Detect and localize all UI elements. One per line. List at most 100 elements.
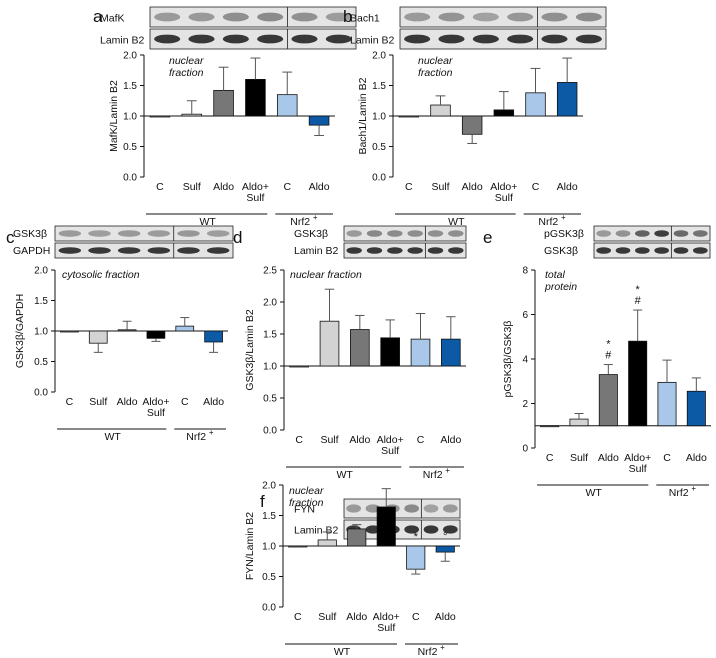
blot-band [692, 247, 708, 254]
blot-band [222, 12, 249, 22]
bar-1 [88, 330, 108, 344]
blot-band [472, 34, 499, 44]
y-tick-label: 2.0 [262, 481, 276, 492]
group-label-wt: WT [337, 469, 354, 481]
blot-band [404, 525, 420, 534]
blot-band [366, 230, 383, 237]
blot-strip [149, 28, 357, 50]
x-tick-label: Sulf [320, 434, 338, 446]
blot-strip [343, 225, 467, 242]
x-tick-label: Sulf [381, 445, 399, 457]
group-label-nrf2: Nrf2 [186, 431, 206, 443]
y-tick-label: 0.0 [372, 173, 386, 184]
blot-band [634, 247, 650, 254]
blot-band [257, 12, 284, 22]
x-tick-label: Aldo+ [142, 396, 169, 408]
group-label-wt: WT [334, 646, 351, 658]
panel-annotation: fraction [418, 67, 453, 79]
y-tick-label: 0.5 [123, 142, 137, 153]
x-tick-label: Aldo+ [373, 611, 400, 623]
blot-band [438, 34, 465, 44]
y-tick-label: 1.0 [262, 542, 276, 553]
bar-0 [288, 545, 308, 548]
blot-band [58, 230, 82, 237]
bar-0 [398, 115, 420, 118]
blot-label: Lamin B2 [294, 245, 339, 257]
x-tick-label: Aldo [203, 396, 224, 408]
x-tick-label: C [405, 181, 413, 193]
blot-strip [149, 6, 357, 28]
x-tick-label: Aldo+ [377, 434, 404, 446]
panel-letter: c [6, 228, 15, 247]
group-label-nrf2: Nrf2 [423, 469, 443, 481]
blot-band [147, 230, 171, 237]
blot-band [507, 12, 534, 22]
x-tick-label: C [294, 611, 302, 623]
bar-2 [598, 374, 618, 427]
group-label-wt: WT [448, 216, 465, 228]
y-tick-label: 0.5 [263, 394, 277, 405]
blot-band [615, 247, 631, 254]
blot-band [692, 230, 708, 237]
blot-band [423, 525, 439, 534]
blot-band [325, 12, 352, 22]
x-tick-label: Sulf [377, 622, 395, 634]
group-label-nrf2-superscript: + [209, 428, 214, 437]
bar-4 [410, 338, 431, 367]
bar-5 [204, 330, 223, 343]
y-tick-label: 4 [522, 355, 528, 366]
x-tick-label: C [417, 434, 425, 446]
blot-band [365, 525, 381, 534]
blot-band [654, 247, 670, 254]
blot-band [291, 12, 318, 22]
bar-0 [149, 115, 171, 118]
x-tick-label: Aldo+ [242, 181, 269, 193]
blot-band [423, 504, 439, 513]
bar-3 [146, 330, 166, 339]
blot-band [387, 230, 403, 237]
blot-band [427, 230, 444, 237]
bar-5 [556, 82, 578, 117]
x-tick-label: Aldo [598, 452, 619, 464]
y-tick-label: 2.0 [123, 51, 137, 62]
significance-marker: * [414, 531, 419, 543]
blot-band [88, 230, 111, 237]
group-label-nrf2-superscript: + [561, 213, 566, 222]
blot-band [442, 504, 458, 513]
blot-strip [54, 242, 234, 259]
panel-letter: f [260, 492, 265, 511]
group-label-wt: WT [200, 216, 217, 228]
blot-label: Lamin B2 [350, 34, 395, 46]
panel-annotation: total [545, 269, 566, 281]
bar-1 [181, 113, 203, 117]
bar-1 [319, 320, 340, 367]
bar-4 [175, 325, 195, 332]
bar-2 [461, 115, 483, 135]
blot-band [438, 12, 465, 22]
blot-band [58, 247, 82, 254]
blot-strip [343, 498, 461, 519]
y-axis-label: MafK/Lamin B2 [108, 80, 120, 152]
blot-label: Lamin B2 [100, 34, 145, 46]
x-tick-label: C [532, 181, 540, 193]
x-tick-label: C [546, 452, 554, 464]
bar-0 [60, 330, 79, 333]
y-tick-label: 2.0 [372, 51, 386, 62]
bar-3 [376, 506, 396, 547]
x-tick-label: C [181, 396, 189, 408]
x-tick-label: Aldo [435, 611, 456, 623]
bar-1 [569, 418, 589, 427]
significance-marker: # [635, 295, 642, 307]
bar-2 [117, 329, 137, 332]
blot-band [188, 34, 215, 44]
y-tick-label: 6 [522, 310, 528, 321]
blot-band [541, 34, 568, 44]
bar-1 [317, 539, 337, 547]
blot-label: FYN [294, 504, 315, 516]
blot-band [427, 247, 444, 254]
y-axis-label: GSK3β/Lamin B2 [244, 309, 256, 390]
group-label-nrf2: Nrf2 [418, 646, 438, 658]
blot-band [673, 247, 689, 254]
blot-label: Bach1 [350, 12, 380, 24]
